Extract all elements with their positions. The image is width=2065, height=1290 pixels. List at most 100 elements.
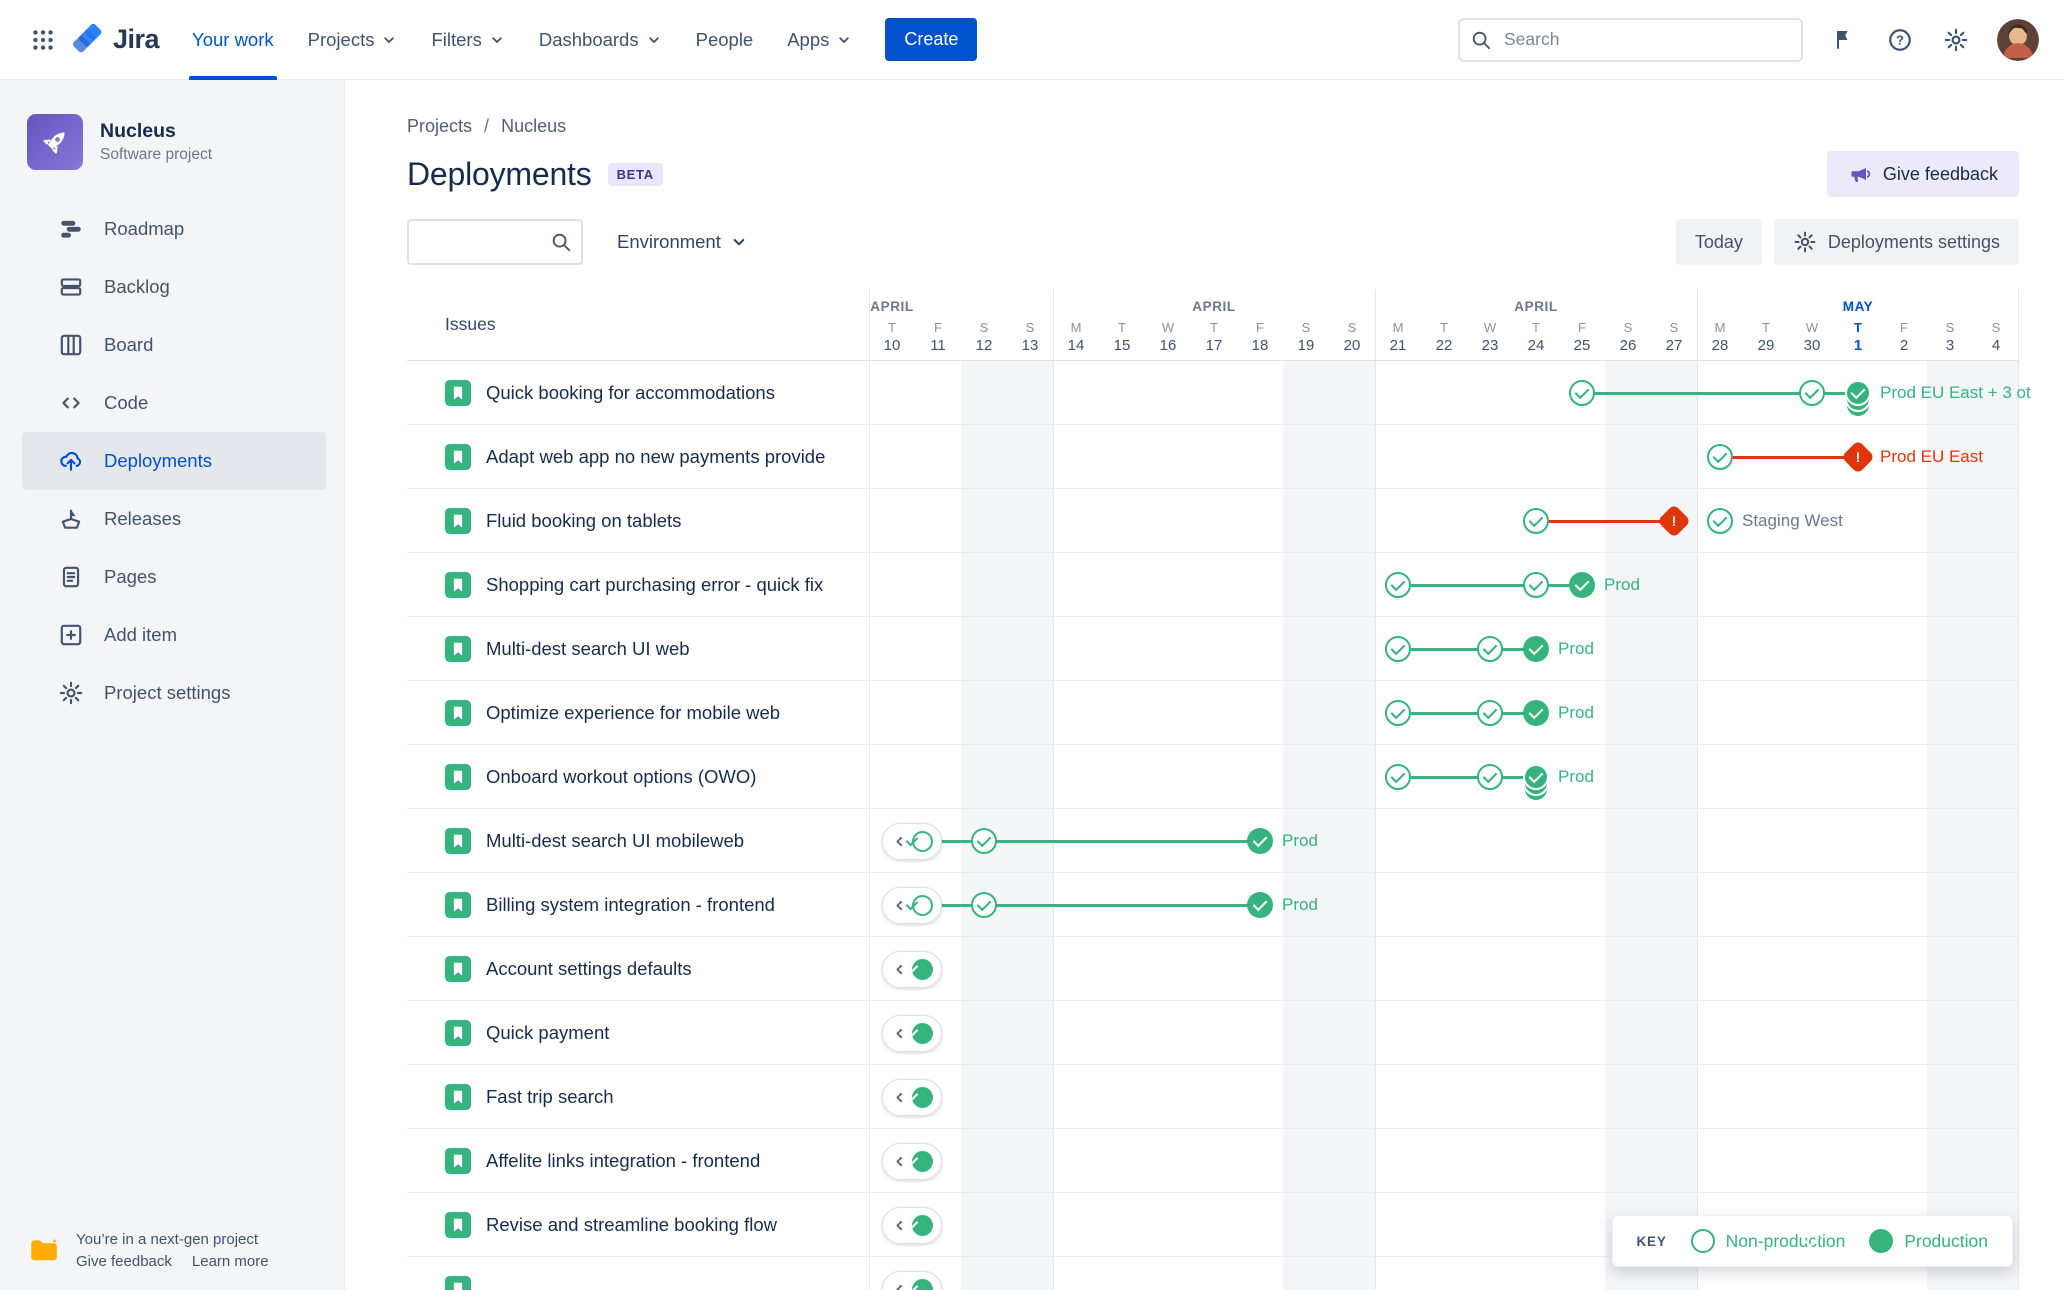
issue-cell[interactable]: Account settings defaults xyxy=(407,937,869,1000)
nav-item-apps[interactable]: Apps xyxy=(770,0,869,80)
sidebar-item-add-item[interactable]: Add item xyxy=(22,606,326,664)
sidebar-item-pages[interactable]: Pages xyxy=(22,548,326,606)
day-of-week: T xyxy=(1854,320,1862,335)
issue-cell[interactable]: Billing system integration - frontend xyxy=(407,873,869,936)
deployment-check-icon[interactable] xyxy=(1569,572,1595,598)
collapsed-deployments-pill[interactable] xyxy=(882,1142,942,1180)
deployments-settings-button[interactable]: Deployments settings xyxy=(1773,219,2019,265)
breadcrumb-nucleus[interactable]: Nucleus xyxy=(501,116,567,136)
today-button[interactable]: Today xyxy=(1675,219,1762,265)
sidebar-item-releases[interactable]: Releases xyxy=(22,490,326,548)
story-icon xyxy=(445,379,471,406)
jira-logo[interactable]: Jira xyxy=(72,23,160,57)
issue-cell[interactable]: Quick payment xyxy=(407,1001,869,1064)
deployment-error-icon[interactable]: ! xyxy=(1841,440,1875,474)
sidebar-item-deployments[interactable]: Deployments xyxy=(22,432,326,490)
environment-filter[interactable]: Environment xyxy=(617,231,748,253)
create-button[interactable]: Create xyxy=(885,18,978,61)
day-header: M 21 xyxy=(1375,320,1421,354)
deployment-check-stack-icon[interactable] xyxy=(1523,764,1549,804)
nav-item-label: Your work xyxy=(192,28,274,50)
deployment-check-icon[interactable] xyxy=(971,828,997,854)
deployment-check-icon[interactable] xyxy=(1569,380,1595,406)
day-number: 3 xyxy=(1945,337,1955,354)
day-header: S 20 xyxy=(1329,320,1375,354)
deployment-track: Prod xyxy=(869,745,2019,808)
collapsed-deployments-pill[interactable] xyxy=(882,950,942,988)
issue-cell[interactable]: Multi-dest search UI mobileweb xyxy=(407,809,869,872)
issue-cell[interactable]: Fluid booking on tablets xyxy=(407,489,869,552)
timeline-row: Quick booking for accommodations Prod EU … xyxy=(407,361,2031,425)
deployment-check-icon[interactable] xyxy=(1523,700,1549,726)
learn-more-link[interactable]: Learn more xyxy=(191,1253,269,1270)
deployment-check-icon[interactable] xyxy=(1477,700,1503,726)
timeline-row: Optimize experience for mobile web Prod xyxy=(407,681,2019,745)
collapsed-deployments-pill[interactable] xyxy=(882,886,942,924)
project-header[interactable]: Nucleus Software project xyxy=(0,80,344,178)
deployment-check-icon[interactable] xyxy=(1707,508,1733,534)
deployment-check-icon[interactable] xyxy=(1385,700,1411,726)
day-of-week: W xyxy=(1805,320,1819,335)
deployment-check-icon[interactable] xyxy=(1707,444,1733,470)
nav-item-dashboards[interactable]: Dashboards xyxy=(522,0,679,80)
environment-label: Prod EU East xyxy=(1880,447,1983,466)
issue-cell[interactable]: Multi-dest search UI web xyxy=(407,617,869,680)
issue-cell[interactable]: Revise and streamline booking flow xyxy=(407,1193,869,1256)
deployment-check-icon[interactable] xyxy=(1247,892,1273,918)
sidebar-item-backlog[interactable]: Backlog xyxy=(22,258,326,316)
deployment-line xyxy=(984,839,1260,843)
give-feedback-link[interactable]: Give feedback xyxy=(76,1253,172,1270)
issue-cell[interactable]: Affelite links integration - frontend xyxy=(407,1129,869,1192)
deployment-error-icon[interactable]: ! xyxy=(1657,504,1691,538)
nav-item-projects[interactable]: Projects xyxy=(291,0,415,80)
help-icon[interactable]: ? xyxy=(1885,25,1915,55)
nav-item-filters[interactable]: Filters xyxy=(414,0,521,80)
issue-cell[interactable]: Fast trip search xyxy=(407,1065,869,1128)
deployment-check-icon[interactable] xyxy=(971,892,997,918)
breadcrumb-projects[interactable]: Projects xyxy=(407,116,473,136)
nav-item-people[interactable]: People xyxy=(679,0,771,80)
timeline-search-input[interactable] xyxy=(407,219,583,265)
issue-cell[interactable]: Optimize experience for mobile web xyxy=(407,681,869,744)
give-feedback-button[interactable]: Give feedback xyxy=(1826,151,2019,197)
sidebar-item-code[interactable]: Code xyxy=(22,374,326,432)
flag-icon[interactable] xyxy=(1829,25,1859,55)
app-switcher-icon[interactable] xyxy=(26,23,60,57)
deployment-check-icon[interactable] xyxy=(1385,572,1411,598)
sidebar-item-project-settings[interactable]: Project settings xyxy=(22,664,326,722)
deployment-check-icon[interactable] xyxy=(1523,636,1549,662)
deployment-check-icon[interactable] xyxy=(1477,636,1503,662)
day-number: 13 xyxy=(1021,337,1039,354)
collapsed-deployments-pill[interactable] xyxy=(882,822,942,860)
chevron-left-icon xyxy=(896,900,902,910)
deployment-check-icon[interactable] xyxy=(1477,764,1503,790)
issue-cell[interactable]: Adapt web app no new payments provide xyxy=(407,425,869,488)
issue-cell[interactable]: Shopping cart purchasing error - quick f… xyxy=(407,553,869,616)
environment-label: Prod xyxy=(1558,703,1594,722)
environment-label: Prod xyxy=(1558,639,1594,658)
deployment-check-icon[interactable] xyxy=(1385,764,1411,790)
sidebar-item-board[interactable]: Board xyxy=(22,316,326,374)
story-icon xyxy=(445,443,471,470)
gear-icon[interactable] xyxy=(1941,25,1971,55)
issue-cell[interactable]: Onboard workout options (OWO) xyxy=(407,745,869,808)
deployment-check-icon[interactable] xyxy=(1523,508,1549,534)
issue-cell[interactable]: Quick booking for accommodations xyxy=(407,361,869,424)
issue-cell[interactable] xyxy=(407,1257,869,1290)
deployment-line xyxy=(1398,583,1536,587)
sidebar-item-roadmap[interactable]: Roadmap xyxy=(22,200,326,258)
search-input[interactable] xyxy=(1458,17,1803,62)
deployment-check-icon[interactable] xyxy=(1799,380,1825,406)
deployment-check-icon[interactable] xyxy=(1247,828,1273,854)
collapsed-deployments-pill[interactable] xyxy=(882,1270,942,1290)
deployment-check-icon[interactable] xyxy=(1385,636,1411,662)
user-avatar[interactable] xyxy=(1997,18,2039,61)
collapsed-deployments-pill[interactable] xyxy=(882,1078,942,1116)
deployment-check-icon xyxy=(911,958,933,980)
collapsed-deployments-pill[interactable] xyxy=(882,1014,942,1052)
deployment-check-icon[interactable] xyxy=(1523,572,1549,598)
sidebar: Nucleus Software project Roadmap Backlog B… xyxy=(0,80,345,1290)
deployment-check-stack-icon[interactable] xyxy=(1845,380,1871,420)
nav-item-your-work[interactable]: Your work xyxy=(175,0,291,80)
collapsed-deployments-pill[interactable] xyxy=(882,1206,942,1244)
